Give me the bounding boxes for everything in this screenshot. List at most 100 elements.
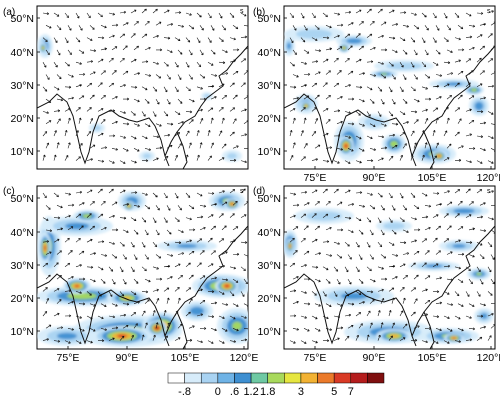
wind-arrow bbox=[100, 25, 107, 29]
wind-arrow bbox=[399, 310, 404, 317]
wind-arrow bbox=[97, 266, 104, 271]
wind-arrow bbox=[377, 135, 385, 139]
wind-arrow bbox=[314, 252, 322, 255]
wind-arrow bbox=[174, 263, 181, 268]
wind-arrow bbox=[366, 86, 373, 91]
wind-arrow bbox=[311, 189, 318, 194]
wind-arrow bbox=[446, 251, 453, 255]
wind-arrow bbox=[100, 70, 106, 75]
wind-arrow bbox=[111, 147, 119, 151]
wind-arrow bbox=[45, 229, 53, 233]
wind-arrow bbox=[311, 12, 316, 19]
wind-arrow bbox=[402, 24, 410, 28]
wind-arrow bbox=[311, 291, 317, 296]
wind-arrow bbox=[177, 205, 182, 211]
wind-arrow bbox=[432, 107, 439, 112]
wind-arrow bbox=[300, 340, 307, 344]
wind-arrow bbox=[388, 111, 394, 117]
wind-arrow bbox=[402, 98, 408, 104]
wind-arrow bbox=[86, 265, 94, 269]
wind-arrow bbox=[64, 314, 72, 318]
wind-vectors bbox=[42, 188, 248, 344]
wind-arrow bbox=[300, 61, 307, 65]
wind-arrow bbox=[64, 262, 71, 268]
wind-arrow bbox=[229, 213, 235, 218]
wind-arrow bbox=[369, 254, 374, 260]
wind-arrow bbox=[75, 264, 82, 268]
wind-arrow bbox=[174, 241, 182, 244]
wind-arrow bbox=[42, 111, 49, 114]
wind-arrow bbox=[289, 85, 297, 89]
wind-arrow bbox=[366, 290, 374, 294]
wind-arrow bbox=[380, 254, 387, 259]
wind-arrow bbox=[355, 58, 362, 63]
wind-arrow bbox=[303, 328, 310, 332]
wind-arrow bbox=[344, 58, 350, 63]
wind-arrow bbox=[232, 145, 239, 149]
wind-arrow bbox=[67, 96, 75, 100]
wind-arrow bbox=[377, 111, 382, 117]
wind-arrow bbox=[314, 94, 320, 100]
wind-arrow bbox=[177, 49, 183, 55]
wind-arrow bbox=[199, 74, 206, 79]
wind-arrow bbox=[166, 276, 173, 280]
wind-arrow bbox=[391, 276, 398, 280]
wind-arrow bbox=[457, 145, 464, 149]
wind-arrow bbox=[221, 25, 226, 31]
y-tick-label: 10°N bbox=[11, 146, 34, 158]
wind-arrow bbox=[381, 48, 388, 52]
wind-arrow bbox=[163, 36, 171, 40]
wind-arrow bbox=[152, 8, 158, 14]
wind-arrow bbox=[487, 160, 494, 164]
wind-arrow bbox=[133, 229, 139, 235]
wind-arrow bbox=[229, 158, 237, 162]
wind-arrow bbox=[78, 25, 83, 31]
wind-arrow bbox=[133, 45, 139, 51]
precip-cell bbox=[74, 284, 80, 288]
wind-arrow bbox=[243, 95, 248, 100]
wind-arrow bbox=[100, 278, 106, 284]
precip-cell bbox=[346, 38, 362, 44]
wind-arrow bbox=[141, 111, 146, 117]
wind-arrow bbox=[152, 217, 157, 224]
wind-arrow bbox=[487, 313, 494, 317]
wind-arrow bbox=[155, 74, 162, 79]
wind-arrow bbox=[424, 25, 429, 31]
y-tick-label: 30°N bbox=[258, 260, 281, 272]
wind-arrow bbox=[122, 70, 129, 75]
wind-arrow bbox=[218, 291, 225, 295]
wind-arrow bbox=[402, 252, 410, 255]
colorbar-label: 1.8 bbox=[260, 386, 275, 398]
wind-arrow bbox=[207, 129, 211, 137]
wind-arrow bbox=[67, 25, 72, 31]
wind-arrow bbox=[42, 154, 46, 161]
wind-arrow bbox=[391, 98, 396, 105]
wind-arrow bbox=[465, 133, 473, 137]
wind-arrow bbox=[185, 62, 190, 68]
wind-arrow bbox=[111, 201, 118, 206]
precip-cell bbox=[452, 337, 456, 339]
wind-arrow bbox=[163, 217, 168, 223]
wind-arrow bbox=[377, 310, 381, 317]
wind-arrow bbox=[152, 242, 158, 248]
wind-arrow bbox=[42, 37, 48, 42]
wind-arrow bbox=[155, 298, 160, 304]
wind-arrow bbox=[141, 135, 148, 140]
wind-arrow bbox=[78, 95, 85, 100]
x-tick-label: 120°E bbox=[230, 352, 259, 364]
wind-arrow bbox=[75, 37, 81, 43]
wind-arrow bbox=[86, 291, 92, 296]
wind-arrow bbox=[221, 201, 228, 206]
wind-arrow bbox=[122, 97, 130, 101]
wind-arrow bbox=[174, 62, 179, 68]
wind-arrow bbox=[64, 192, 72, 196]
wind-arrow bbox=[344, 266, 349, 273]
wind-arrow bbox=[289, 37, 294, 44]
wind-arrow bbox=[465, 315, 472, 319]
wind-arrow bbox=[446, 201, 453, 206]
wind-arrow bbox=[67, 327, 75, 331]
wind-arrow bbox=[89, 25, 95, 30]
coastline bbox=[37, 225, 248, 349]
wind-arrow bbox=[133, 148, 140, 152]
wind-arrow bbox=[221, 251, 228, 255]
